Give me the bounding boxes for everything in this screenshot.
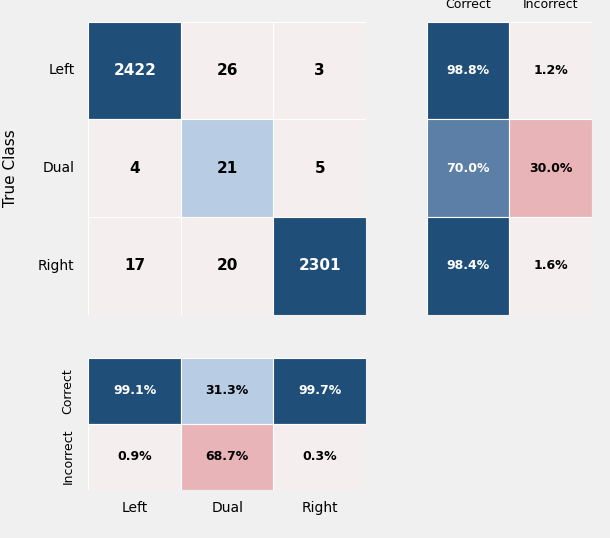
Bar	[88, 217, 181, 315]
Text: 2422: 2422	[113, 63, 156, 78]
Text: Dual: Dual	[211, 501, 243, 515]
Text: 31.3%: 31.3%	[206, 384, 249, 397]
Bar	[427, 22, 509, 119]
Text: Dual: Dual	[43, 161, 74, 175]
Text: 21: 21	[217, 161, 238, 175]
Text: 99.7%: 99.7%	[298, 384, 342, 397]
Bar	[509, 217, 592, 315]
Text: 98.4%: 98.4%	[447, 259, 490, 272]
Text: Incorrect: Incorrect	[523, 0, 578, 11]
Text: True Class: True Class	[3, 129, 18, 207]
Bar	[88, 424, 181, 490]
Bar	[181, 217, 273, 315]
Text: 30.0%: 30.0%	[529, 161, 572, 175]
Bar	[509, 119, 592, 217]
Text: 3: 3	[314, 63, 325, 78]
Text: 1.6%: 1.6%	[533, 259, 568, 272]
Text: 0.3%: 0.3%	[303, 450, 337, 463]
Text: 4: 4	[129, 161, 140, 175]
Text: 70.0%: 70.0%	[447, 161, 490, 175]
Bar	[427, 217, 509, 315]
Bar	[181, 358, 273, 424]
Bar	[273, 22, 366, 119]
Bar	[181, 22, 273, 119]
Bar	[509, 22, 592, 119]
Text: 68.7%: 68.7%	[206, 450, 249, 463]
Bar	[427, 119, 509, 217]
Text: 2301: 2301	[298, 258, 341, 273]
Text: 17: 17	[124, 258, 145, 273]
Bar	[88, 119, 181, 217]
Bar	[181, 119, 273, 217]
Text: 5: 5	[314, 161, 325, 175]
Text: Right: Right	[38, 259, 74, 273]
Bar	[273, 424, 366, 490]
Text: 26: 26	[217, 63, 238, 78]
Bar	[273, 217, 366, 315]
Text: Left: Left	[121, 501, 148, 515]
Text: 99.1%: 99.1%	[113, 384, 156, 397]
Text: 20: 20	[217, 258, 238, 273]
Bar	[88, 22, 181, 119]
Text: 1.2%: 1.2%	[533, 64, 568, 77]
Bar	[273, 119, 366, 217]
Bar	[181, 424, 273, 490]
Text: Incorrect: Incorrect	[62, 429, 74, 484]
Text: Left: Left	[48, 63, 74, 77]
Text: 0.9%: 0.9%	[117, 450, 152, 463]
Text: Correct: Correct	[445, 0, 491, 11]
Text: Correct: Correct	[62, 368, 74, 414]
Bar	[88, 358, 181, 424]
Bar	[273, 358, 366, 424]
Text: 98.8%: 98.8%	[447, 64, 490, 77]
Text: Right: Right	[301, 501, 338, 515]
